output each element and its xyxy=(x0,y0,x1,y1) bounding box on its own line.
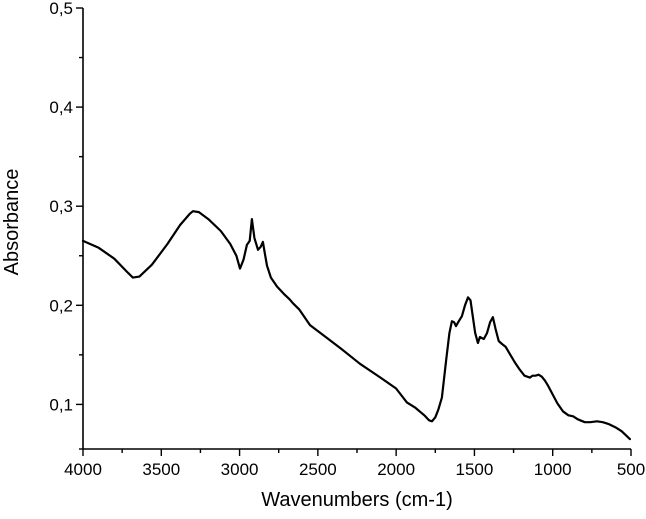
x-tick-label: 2000 xyxy=(377,460,415,479)
y-tick-label: 0,5 xyxy=(49,0,73,18)
x-tick-label: 500 xyxy=(617,460,645,479)
y-tick-label: 0,2 xyxy=(49,296,73,315)
y-axis-title: Absorbance xyxy=(1,169,23,276)
x-tick-label: 3000 xyxy=(221,460,259,479)
x-tick-label: 1000 xyxy=(534,460,572,479)
y-axis: 0,1 0,2 0,3 0,4 0,5 xyxy=(49,0,84,450)
y-tick-label: 0,3 xyxy=(49,197,73,216)
absorbance-curve xyxy=(81,210,631,441)
y-tick-label: 0,1 xyxy=(49,395,73,414)
x-axis-title: Wavenumbers (cm-1) xyxy=(261,489,453,511)
x-tick-label: 2500 xyxy=(299,460,337,479)
x-tick-label: 4000 xyxy=(64,460,102,479)
x-tick-label: 1500 xyxy=(456,460,494,479)
x-axis: 4000 3500 3000 2500 2000 1500 1000 500 xyxy=(64,448,645,479)
y-tick-label: 0,4 xyxy=(49,98,73,117)
x-tick-label: 3500 xyxy=(142,460,180,479)
